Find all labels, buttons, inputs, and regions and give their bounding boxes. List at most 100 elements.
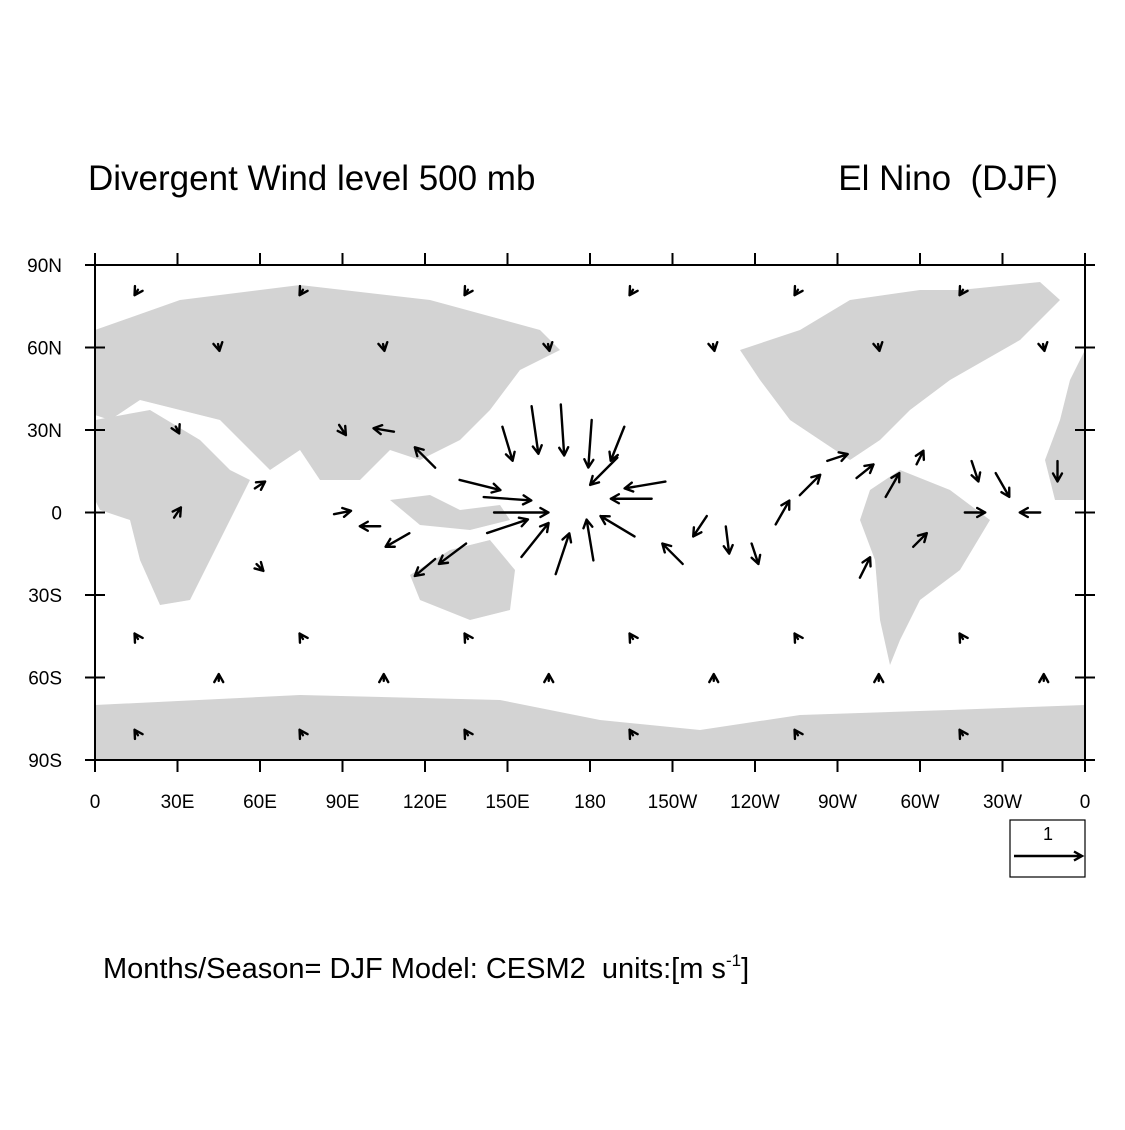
- vectors: [133, 284, 1064, 741]
- wind-vector: [377, 340, 389, 353]
- wind-vector: [661, 542, 684, 566]
- footer-end: ]: [741, 953, 749, 985]
- wind-vector: [170, 423, 181, 435]
- footer: Months/Season= DJF Model: CESM2 units:[m…: [103, 951, 749, 985]
- wind-vector: [826, 451, 849, 463]
- wind-vector: [437, 542, 468, 566]
- wind-vector: [884, 471, 901, 499]
- x-tick-label: 120W: [730, 792, 780, 813]
- wind-vector: [872, 340, 884, 353]
- wind-vector: [750, 542, 762, 566]
- x-tick-label: 30W: [983, 792, 1022, 813]
- wind-vector: [1038, 672, 1050, 684]
- reference-arrow: [1014, 850, 1085, 862]
- wind-vector: [1051, 459, 1064, 483]
- greenland: [960, 282, 1060, 340]
- y-tick-label: 90N: [27, 256, 62, 277]
- x-tick-label: 120E: [403, 792, 447, 813]
- x-tick-label: 150W: [648, 792, 698, 813]
- wind-vector: [463, 632, 474, 644]
- wind-vector: [171, 506, 183, 519]
- wind-vector: [213, 672, 225, 684]
- wind-vector: [212, 340, 224, 353]
- wind-vector: [628, 632, 639, 644]
- wind-vector: [774, 499, 791, 526]
- wind-vector: [543, 672, 555, 684]
- wind-vector: [358, 520, 382, 532]
- wind-vector: [520, 521, 550, 559]
- wind-vector: [963, 506, 987, 519]
- wind-vector: [608, 425, 626, 462]
- wind-vector: [858, 556, 872, 579]
- wind-vector: [463, 284, 474, 297]
- y-tick-label: 30N: [27, 421, 62, 442]
- wind-vector: [298, 728, 309, 741]
- eurasia: [95, 285, 560, 480]
- antarctica: [95, 695, 1085, 760]
- wind-vector: [707, 340, 719, 353]
- x-tick-label: 90E: [326, 792, 360, 813]
- footer-sup: -1: [726, 951, 741, 970]
- y-tick-label: 30S: [28, 586, 62, 607]
- wind-vector: [958, 284, 969, 297]
- wind-vector: [722, 525, 734, 555]
- wind-vector: [692, 514, 708, 538]
- wind-vector: [873, 672, 885, 684]
- wind-vector: [336, 423, 348, 437]
- wind-vector: [588, 456, 619, 487]
- wind-vector: [855, 463, 875, 480]
- wind-vector: [482, 494, 533, 506]
- wind-vector: [623, 480, 667, 493]
- wind-vector: [793, 728, 804, 741]
- footer-text: Months/Season= DJF Model: CESM2 units:[m…: [103, 953, 726, 985]
- x-tick-label: 60W: [900, 792, 939, 813]
- x-tick-label: 90W: [818, 792, 857, 813]
- indonesia: [390, 495, 510, 530]
- wind-vector: [798, 473, 822, 497]
- wind-vector: [628, 728, 639, 741]
- y-tick-label: 90S: [28, 751, 62, 772]
- africa: [95, 410, 250, 605]
- wind-vector: [253, 560, 265, 573]
- x-tick-label: 180: [574, 792, 606, 813]
- y-tick-label: 60N: [27, 339, 62, 360]
- x-tick-label: 0: [90, 792, 101, 813]
- wind-vector: [1018, 506, 1042, 519]
- wind-vector: [970, 459, 982, 483]
- wind-vector: [582, 518, 595, 562]
- wind-vector: [599, 514, 636, 538]
- wind-vector: [912, 532, 928, 548]
- wind-vector: [133, 728, 144, 741]
- x-tick-label: 0: [1080, 792, 1091, 813]
- wind-vector: [1037, 340, 1049, 353]
- wind-vector: [557, 403, 570, 457]
- wind-vector: [298, 284, 309, 297]
- wind-vector: [485, 516, 530, 535]
- wind-vector: [542, 340, 554, 353]
- wind-vector: [708, 672, 720, 684]
- chart-title: Divergent Wind level 500 mb: [88, 159, 535, 198]
- x-tick-label: 150E: [485, 792, 529, 813]
- wind-vector: [133, 632, 144, 644]
- wind-vector: [554, 532, 573, 576]
- wind-vector: [793, 284, 804, 297]
- europe-africa-east: [1045, 350, 1085, 500]
- y-tick-label: 60S: [28, 669, 62, 690]
- wind-vector: [994, 471, 1011, 499]
- wind-vector: [378, 672, 390, 684]
- wind-vector: [332, 506, 353, 518]
- wind-vector: [501, 425, 516, 462]
- reference-vector: 1: [1009, 819, 1086, 878]
- wind-vector: [958, 728, 969, 741]
- wind-vector: [384, 532, 411, 548]
- wind-vector: [372, 423, 396, 436]
- wind-vector: [253, 480, 267, 491]
- wind-vector: [413, 446, 437, 469]
- wind-vector: [463, 728, 474, 741]
- wind-vector: [133, 284, 144, 297]
- australia: [410, 540, 515, 620]
- wind-vector: [958, 632, 969, 644]
- x-tick-label: 60E: [243, 792, 277, 813]
